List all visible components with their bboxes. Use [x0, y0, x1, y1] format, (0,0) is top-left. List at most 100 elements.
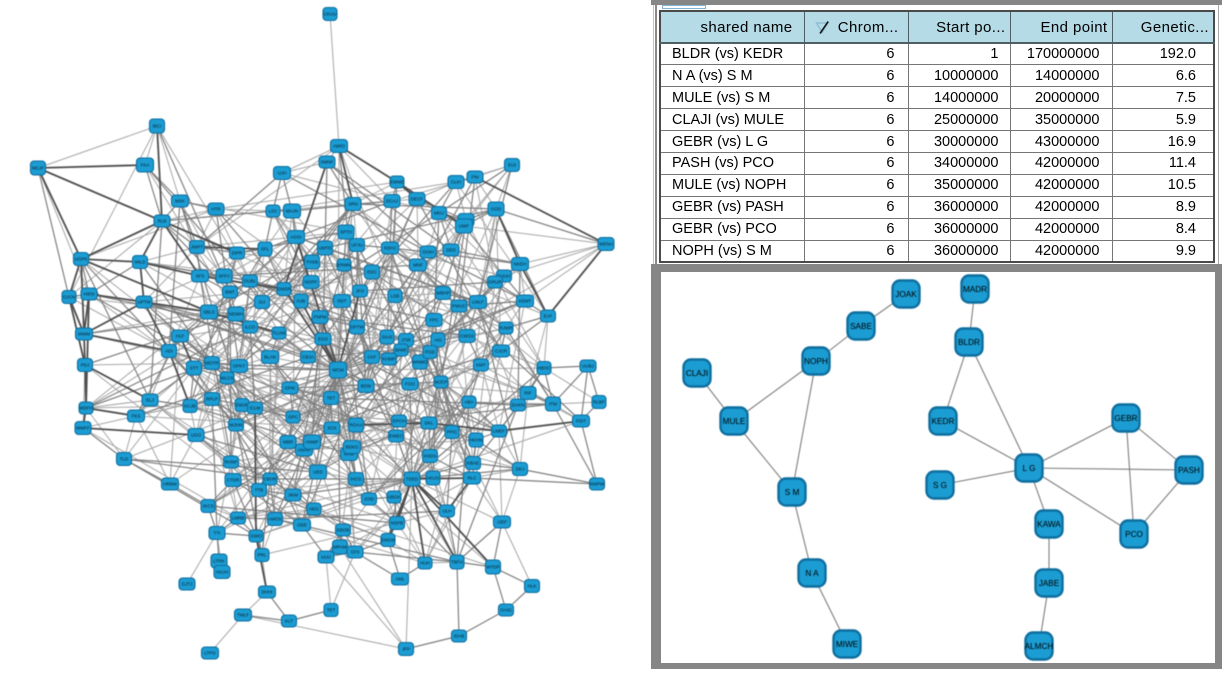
- svg-text:NOPF: NOPF: [305, 280, 318, 285]
- svg-text:LMLF: LMLF: [472, 300, 484, 305]
- svg-text:S G: S G: [933, 481, 947, 490]
- svg-text:FNPM: FNPM: [314, 315, 327, 320]
- svg-text:OUBL: OUBL: [244, 279, 257, 284]
- svg-text:SMNF: SMNF: [321, 160, 334, 165]
- svg-text:HBHC: HBHC: [538, 366, 552, 371]
- svg-text:UUBJ: UUBJ: [582, 364, 594, 369]
- svg-text:CLAJI: CLAJI: [686, 369, 708, 378]
- svg-text:ILCO: ILCO: [245, 325, 256, 330]
- svg-text:KAM: KAM: [344, 452, 354, 457]
- svg-text:PASH: PASH: [1178, 466, 1200, 475]
- svg-text:BLDR: BLDR: [958, 338, 980, 347]
- svg-text:NDWH: NDWH: [229, 312, 243, 317]
- svg-text:LSB: LSB: [391, 294, 400, 299]
- svg-text:AWIO: AWIO: [333, 144, 345, 149]
- svg-text:JJEF: JJEF: [497, 520, 508, 525]
- svg-text:HJB: HJB: [297, 299, 306, 304]
- svg-text:IHCG: IHCG: [350, 477, 362, 482]
- svg-text:GPC: GPC: [288, 415, 299, 420]
- svg-text:OPKT: OPKT: [233, 364, 246, 369]
- svg-text:MOTR: MOTR: [205, 361, 219, 366]
- svg-text:WCM: WCM: [332, 368, 343, 373]
- svg-text:ELJ: ELJ: [146, 398, 154, 403]
- svg-text:CLIH: CLIH: [451, 180, 461, 185]
- svg-text:MULE: MULE: [723, 417, 746, 426]
- svg-text:IMLD: IMLD: [135, 260, 147, 265]
- svg-text:RLC: RLC: [467, 476, 477, 481]
- svg-text:DED: DED: [446, 248, 456, 253]
- svg-text:JFP: JFP: [402, 647, 410, 652]
- svg-text:JWPT: JWPT: [191, 245, 203, 250]
- svg-text:CTDR: CTDR: [227, 478, 240, 483]
- svg-text:HKHN: HKHN: [470, 438, 483, 443]
- svg-text:OAIG: OAIG: [500, 608, 512, 613]
- svg-text:GEBR: GEBR: [1114, 414, 1137, 423]
- svg-text:GRUR: GRUR: [488, 280, 502, 285]
- svg-text:IBCI: IBCI: [153, 124, 162, 129]
- svg-text:JABE: JABE: [1039, 579, 1060, 588]
- svg-text:AGGI: AGGI: [290, 235, 301, 240]
- svg-text:RPLP: RPLP: [206, 397, 218, 402]
- svg-text:ALMCH: ALMCH: [1025, 642, 1054, 651]
- svg-text:NSPB: NSPB: [391, 521, 403, 526]
- svg-text:WJCP: WJCP: [435, 380, 448, 385]
- svg-text:UBGK: UBGK: [388, 495, 401, 500]
- svg-text:MAJN: MAJN: [286, 209, 298, 214]
- svg-text:EPCH: EPCH: [393, 419, 406, 424]
- svg-text:DIPR: DIPR: [232, 251, 244, 256]
- svg-text:EDC: EDC: [367, 270, 377, 275]
- svg-text:FKA: FKA: [141, 163, 150, 168]
- svg-text:CBHR: CBHR: [264, 477, 278, 482]
- svg-text:MWFF: MWFF: [76, 426, 90, 431]
- svg-text:SBLS: SBLS: [203, 310, 215, 315]
- svg-text:IDAB: IDAB: [454, 634, 465, 639]
- svg-text:HLF: HLF: [176, 334, 185, 339]
- svg-text:KCJB: KCJB: [184, 404, 196, 409]
- svg-text:FPC: FPC: [430, 318, 440, 323]
- svg-text:SABE: SABE: [850, 322, 872, 331]
- svg-text:ROAA: ROAA: [350, 423, 363, 428]
- svg-text:ANAH: ANAH: [298, 448, 311, 453]
- svg-text:EIJI: EIJI: [508, 163, 516, 168]
- svg-text:WTDP: WTDP: [486, 565, 499, 570]
- svg-text:UED: UED: [313, 470, 323, 475]
- svg-text:BDW: BDW: [361, 384, 372, 389]
- svg-text:FIDT: FIDT: [576, 419, 586, 424]
- svg-text:CBJA: CBJA: [302, 355, 314, 360]
- svg-text:BMT: BMT: [225, 290, 235, 295]
- svg-text:HIEN: HIEN: [84, 292, 95, 297]
- svg-text:MCJF: MCJF: [32, 166, 44, 171]
- svg-text:JOAK: JOAK: [895, 290, 917, 299]
- svg-text:DBOB: DBOB: [337, 528, 350, 533]
- svg-text:GJTJ: GJTJ: [182, 582, 193, 587]
- svg-text:GFII: GFII: [351, 550, 360, 555]
- svg-text:SFL: SFL: [261, 247, 270, 252]
- svg-text:UWF: UWF: [459, 224, 469, 229]
- svg-text:UGO: UGO: [191, 433, 202, 438]
- svg-text:SUUU: SUUU: [498, 274, 511, 279]
- svg-text:DAKN: DAKN: [512, 403, 525, 408]
- svg-text:RHNP: RHNP: [225, 460, 238, 465]
- svg-text:EWEC: EWEC: [389, 434, 403, 439]
- svg-text:HTR: HTR: [211, 207, 221, 212]
- svg-text:HLK: HLK: [528, 584, 537, 589]
- svg-text:BDKG: BDKG: [346, 445, 359, 450]
- svg-text:STT: STT: [190, 366, 199, 371]
- svg-text:KAWA: KAWA: [1037, 520, 1061, 529]
- svg-text:TLD: TLD: [120, 457, 129, 462]
- svg-text:JTIR: JTIR: [401, 338, 411, 343]
- svg-text:ANWF: ANWF: [305, 440, 318, 445]
- svg-text:LTRK: LTRK: [213, 559, 224, 564]
- svg-text:SIJ: SIJ: [259, 300, 266, 305]
- svg-text:RLBP: RLBP: [593, 400, 605, 405]
- svg-text:JKCS: JKCS: [202, 504, 214, 509]
- svg-text:ICLW: ICLW: [250, 406, 262, 411]
- svg-text:DKL: DKL: [425, 421, 434, 426]
- svg-text:AML: AML: [395, 577, 405, 582]
- svg-text:SPTH: SPTH: [340, 230, 352, 235]
- svg-text:MSK: MSK: [175, 199, 185, 204]
- svg-text:EAF: EAF: [544, 314, 553, 319]
- svg-text:BIWE: BIWE: [395, 348, 407, 353]
- svg-text:TET: TET: [327, 396, 336, 401]
- svg-text:ABA: ABA: [464, 400, 473, 405]
